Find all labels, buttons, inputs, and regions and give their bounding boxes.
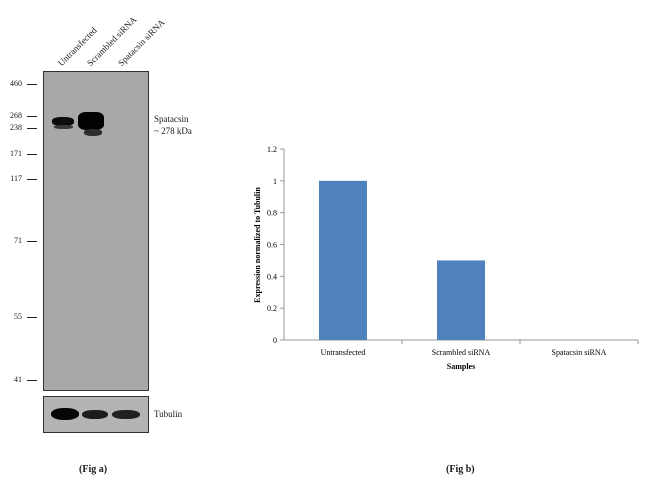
figure-a-caption: (Fig a) [79,464,108,475]
x-tick-label: Untransfected [321,348,366,357]
band-scrambled-sirna [78,112,104,130]
y-tick-label: 0.8 [267,209,277,218]
tubulin-band-untransfected [51,408,79,420]
bar-scrambled-sirna [437,260,485,340]
mw-marker-117: 117 [10,174,22,183]
y-tick-label: 1 [273,177,277,186]
figure-b-caption: (Fig b) [446,464,475,475]
mw-tick-238 [27,128,37,129]
x-tick-label: Spatacsin siRNA [552,348,607,357]
tubulin-band-spatacsin-sirna [112,410,140,419]
mw-marker-268: 268 [10,111,22,120]
mw-tick-41 [27,380,37,381]
blot-membrane-tubulin [43,396,149,433]
mw-marker-55: 55 [14,312,22,321]
band-untransfected [52,117,74,126]
tubulin-band-scrambled-sirna [82,410,108,419]
mw-marker-171: 171 [10,149,22,158]
mw-tick-117 [27,179,37,180]
mw-tick-71 [27,241,37,242]
mw-tick-460 [27,84,37,85]
mw-tick-268 [27,116,37,117]
mw-marker-71: 71 [14,236,22,245]
mw-marker-41: 41 [14,375,22,384]
band-untransfected-lower [54,125,73,129]
y-tick-label: 0 [273,336,277,345]
y-tick-label: 0.6 [267,241,277,250]
loading-control-label: Tubulin [154,409,183,419]
y-tick-label: 1.2 [267,145,277,154]
band-scrambled-sirna-smear [84,129,102,136]
blot-membrane-spatacsin [43,71,149,391]
x-tick-label: Scrambled siRNA [432,348,491,357]
mw-tick-55 [27,317,37,318]
mw-marker-460: 460 [10,79,22,88]
mw-tick-171 [27,154,37,155]
mw-marker-238: 238 [10,123,22,132]
target-protein-label: Spatacsin [154,114,189,124]
y-tick-label: 0.2 [267,304,277,313]
y-axis-label: Expression normalized to Tubulin [253,187,262,303]
bar-untransfected [319,180,367,340]
x-axis-label: Samples [447,362,475,371]
target-protein-size: ~ 278 kDa [154,126,192,136]
y-tick-label: 0.4 [267,272,277,281]
